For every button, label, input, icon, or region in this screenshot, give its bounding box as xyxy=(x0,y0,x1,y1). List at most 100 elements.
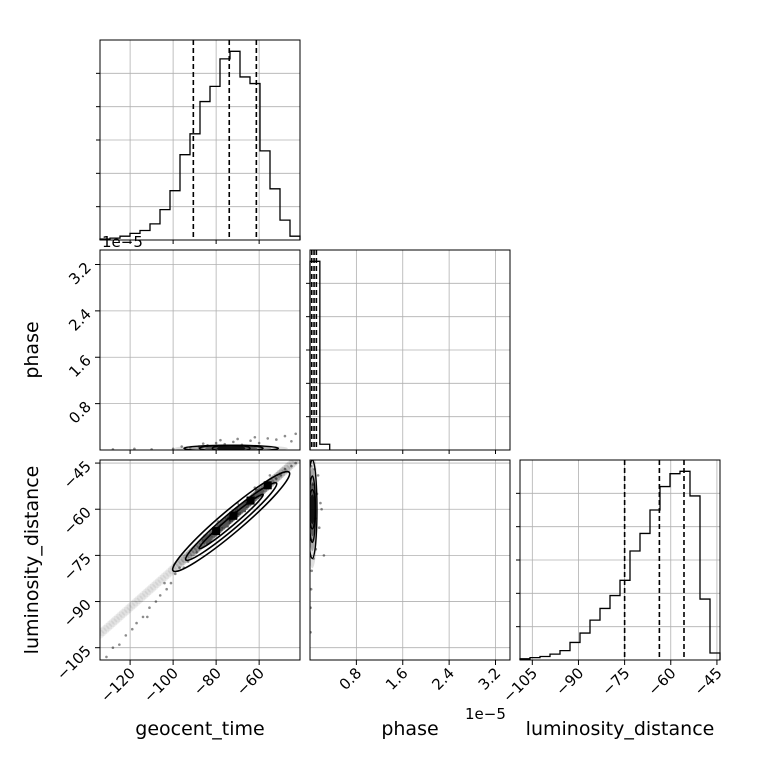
density-blob xyxy=(149,581,159,591)
density-blob xyxy=(291,460,300,465)
density-blob xyxy=(144,586,154,596)
density-layer xyxy=(111,432,297,450)
scatter-point xyxy=(322,554,326,557)
panels-layer: 0.81.62.43.2−120 −100 −80 −60−105−90−75−60−… xyxy=(53,39,726,706)
panel-luminosity-distance-vs-luminosity-distance: −105 −90 −75 −60 −45 xyxy=(499,459,726,706)
density-blob xyxy=(152,579,162,589)
scatter-point xyxy=(290,464,293,468)
scatter-point xyxy=(275,477,278,480)
scatter-point xyxy=(201,442,205,445)
x-tick-label: −80 xyxy=(190,664,225,699)
panel-luminosity-distance-vs-phase: 0.8 1.6 2.4 3.2 xyxy=(309,459,511,694)
density-layer xyxy=(100,460,300,659)
scatter-point xyxy=(163,581,166,585)
x-axis-label-phase: phase xyxy=(381,718,438,740)
density-blob xyxy=(103,622,113,632)
phase-y-offset-label: 1e−5 xyxy=(102,233,143,251)
panel-frame xyxy=(99,459,301,661)
density-blob xyxy=(185,549,195,559)
y-axis-label-phase: phase xyxy=(21,321,43,378)
scatter-point xyxy=(319,501,322,505)
scatter-point xyxy=(141,615,145,619)
density-blob xyxy=(141,588,151,598)
scatter-point xyxy=(279,474,282,477)
density-bin xyxy=(229,511,238,520)
density-blob xyxy=(294,460,300,463)
density-blob xyxy=(113,613,123,623)
scatter-point xyxy=(195,551,199,554)
scatter-point xyxy=(275,438,278,441)
x-tick-label: −45 xyxy=(691,664,726,699)
scatter-point xyxy=(165,587,168,591)
density-blob xyxy=(105,620,115,630)
density-layer xyxy=(310,460,326,634)
panel-luminosity-distance-vs-geocent-time: −120 −100 −80 −60−105−90−75−60−45 xyxy=(53,457,301,706)
density-blob xyxy=(134,595,144,605)
scatter-point xyxy=(268,474,272,477)
density-blob xyxy=(110,615,120,625)
scatter-point xyxy=(178,566,181,569)
scatter-point xyxy=(219,438,222,442)
density-blob xyxy=(118,608,128,618)
density-blob xyxy=(157,574,167,584)
contour-level-2 xyxy=(184,481,278,562)
contour-level-3 xyxy=(310,488,317,530)
x-tick-label: −60 xyxy=(644,664,679,699)
histogram-phase xyxy=(309,260,331,450)
x-tick-label: 2.4 xyxy=(428,664,458,694)
scatter-point xyxy=(135,621,138,625)
density-blob xyxy=(100,629,105,639)
y-axis-label-luminosity-distance: luminosity_distance xyxy=(21,466,43,655)
x-tick-label: −105 xyxy=(499,664,541,706)
density-blob xyxy=(165,567,175,577)
histogram-geocent-time xyxy=(99,50,301,240)
scatter-point xyxy=(146,615,149,619)
histogram-luminosity-distance xyxy=(519,470,721,660)
scatter-point xyxy=(158,594,162,597)
y-tick-label: 3.2 xyxy=(65,259,95,289)
density-fill-4 xyxy=(310,494,316,524)
scatter-point xyxy=(130,627,134,631)
x-axis-label-luminosity-distance: luminosity_distance xyxy=(526,718,715,740)
scatter-point xyxy=(173,572,177,576)
scatter-point xyxy=(236,437,239,441)
scatter-point xyxy=(214,441,218,445)
density-blob xyxy=(123,604,133,614)
scatter-point xyxy=(294,461,297,465)
density-bin xyxy=(212,527,221,536)
scatter-point xyxy=(283,434,287,438)
scatter-point xyxy=(154,600,158,603)
density-blob xyxy=(270,473,280,483)
panel-frame xyxy=(519,459,721,661)
density-blob xyxy=(108,618,118,628)
scatter-point xyxy=(253,435,257,439)
scatter-point xyxy=(180,445,184,448)
density-bin xyxy=(220,519,229,528)
density-blob xyxy=(116,611,126,621)
density-blob xyxy=(289,460,299,467)
density-bin xyxy=(255,488,264,497)
scatter-point xyxy=(171,447,175,450)
contour-level-3 xyxy=(211,444,251,450)
scatter-point xyxy=(232,440,235,444)
scatter-point xyxy=(317,526,321,529)
density-blob xyxy=(147,583,157,593)
scatter-point xyxy=(316,474,320,477)
density-blob xyxy=(100,625,110,635)
density-blob xyxy=(131,597,141,607)
density-blob xyxy=(129,599,139,609)
x-tick-label: −60 xyxy=(233,664,268,699)
density-fill-4 xyxy=(216,445,246,450)
density-blob xyxy=(121,606,131,616)
scatter-point xyxy=(257,441,261,445)
scatter-point xyxy=(320,507,323,511)
phase-x-offset-label: 1e−5 xyxy=(465,705,506,723)
scatter-point xyxy=(266,437,270,440)
density-blob xyxy=(286,460,296,470)
y-tick-label: 1.6 xyxy=(65,351,95,381)
x-tick-label: −75 xyxy=(598,664,633,699)
panel-frame xyxy=(309,459,511,661)
scatter-point xyxy=(311,483,315,486)
scatter-point xyxy=(124,634,128,637)
